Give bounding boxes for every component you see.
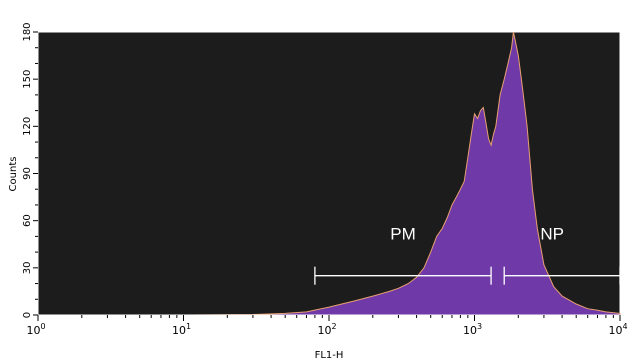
y-tick-label: 90 (22, 167, 33, 180)
gate-label-np: NP (540, 225, 564, 244)
x-axis-label: FL1-H (315, 350, 344, 360)
x-tick-label: 103 (463, 322, 482, 337)
x-tick-label: 102 (317, 322, 336, 337)
x-tick-label: 101 (172, 322, 191, 337)
histogram-area (38, 31, 621, 316)
x-tick-label: 100 (26, 322, 45, 337)
y-tick-label: 150 (22, 70, 33, 89)
x-tick-label: 104 (608, 322, 627, 337)
y-tick-label: 0 (22, 312, 33, 318)
y-axis-label: Counts (8, 157, 19, 192)
y-tick-label: 180 (22, 22, 33, 41)
y-tick-label: 120 (22, 117, 33, 136)
y-tick-label: 60 (22, 214, 33, 227)
gate-label-pm: PM (390, 225, 416, 244)
y-tick-label: 30 (22, 261, 33, 274)
